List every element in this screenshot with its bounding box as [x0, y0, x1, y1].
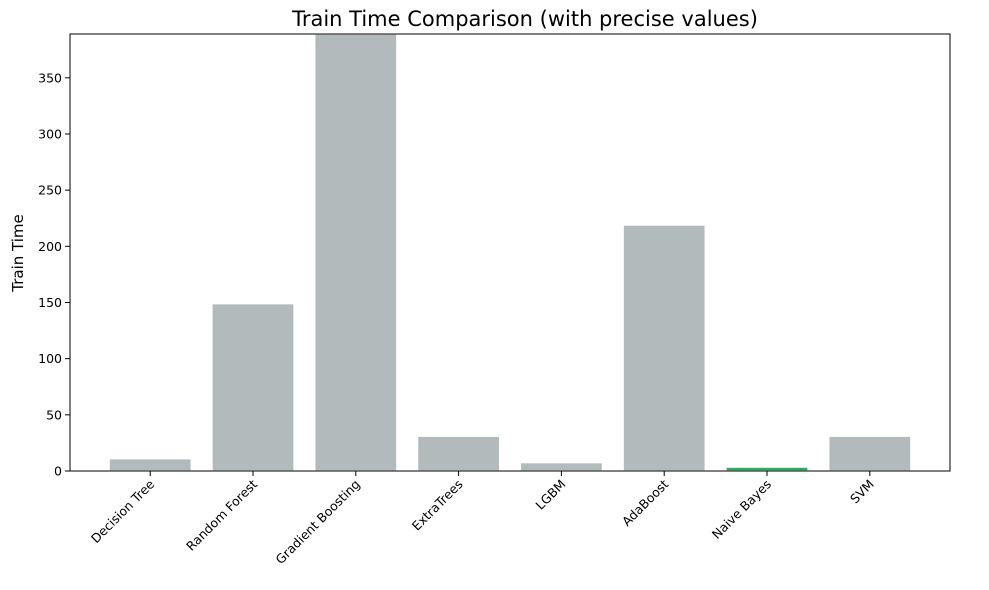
- y-tick-label: 300: [38, 126, 62, 141]
- x-tick-label: Random Forest: [183, 476, 260, 553]
- chart-title: Train Time Comparison (with precise valu…: [291, 7, 758, 31]
- x-tick-label: AdaBoost: [619, 476, 672, 529]
- x-tick-label: Gradient Boosting: [272, 477, 363, 568]
- bar-decision-tree: [108, 457, 193, 472]
- bar-svm: [827, 435, 912, 472]
- bar-naive-bayes: [725, 466, 809, 472]
- x-tick-label: LGBM: [532, 477, 568, 513]
- x-axis: Decision Tree Random Forest Gradient Boost…: [88, 471, 877, 567]
- x-tick-label: ExtraTrees: [409, 477, 466, 534]
- plot-frame: [69, 33, 951, 472]
- y-axis: 0 50 100 150 200 250 300 350: [38, 70, 70, 479]
- y-tick-label: 50: [46, 407, 62, 422]
- bars-group: [108, 33, 912, 472]
- bar-extratrees: [416, 435, 501, 472]
- bar-gradient-boosting: [313, 33, 398, 472]
- x-tick-label: Decision Tree: [88, 476, 158, 546]
- y-axis-label: Train Time: [9, 214, 27, 292]
- bar-random-forest: [211, 302, 295, 472]
- y-tick-label: 200: [38, 239, 62, 254]
- y-tick-label: 0: [54, 464, 62, 479]
- bar-adaboost: [622, 224, 707, 472]
- bar-lgbm: [519, 461, 604, 472]
- x-tick-label: Naive Bayes: [709, 477, 774, 542]
- y-tick-label: 150: [38, 295, 62, 310]
- x-tick-label: SVM: [847, 477, 877, 507]
- y-tick-label: 250: [38, 183, 62, 198]
- y-tick-label: 100: [38, 351, 62, 366]
- y-tick-label: 350: [38, 70, 62, 85]
